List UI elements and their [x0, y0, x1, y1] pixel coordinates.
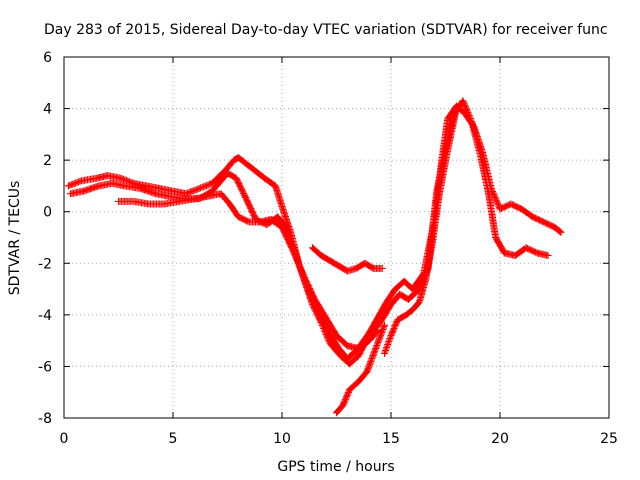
y-tick-label: 2: [43, 153, 52, 169]
x-tick-label: 15: [382, 431, 400, 447]
y-tick-label: -2: [38, 256, 52, 272]
series-track-2: [67, 97, 552, 368]
x-tick-label: 10: [273, 431, 291, 447]
series-markers: [67, 97, 552, 368]
y-axis-label: SDTVAR / TECUs: [7, 181, 23, 296]
chart-title: Day 283 of 2015, Sidereal Day-to-day VTE…: [44, 22, 608, 38]
series-track-4: [309, 244, 386, 275]
series-track-3: [115, 190, 382, 352]
plot-frame: [63, 56, 610, 419]
y-tick-label: 6: [43, 50, 52, 66]
series-markers: [64, 102, 565, 363]
y-tick-label: -8: [38, 411, 52, 427]
x-tick-label: 25: [600, 431, 618, 447]
x-axis-label: GPS time / hours: [277, 459, 394, 475]
y-tick-label: 0: [43, 205, 52, 221]
axis-ticks: 0 5 10 15 20 25 -8 -6 -4 -2 0 2 4 6: [38, 50, 618, 447]
x-tick-label: 20: [491, 431, 509, 447]
x-tick-label: 5: [169, 431, 178, 447]
series-markers: [115, 190, 382, 352]
y-tick-label: -4: [38, 308, 52, 324]
series-track-5: [333, 321, 388, 417]
x-tick-label: 0: [60, 431, 69, 447]
series-markers: [309, 244, 386, 275]
data-marks: [64, 97, 565, 417]
y-tick-label: 4: [43, 102, 52, 118]
series-markers: [381, 105, 460, 357]
series-track-6: [381, 105, 460, 357]
grid: [64, 57, 609, 418]
y-tick-label: -6: [38, 359, 52, 375]
series-track-1: [64, 102, 565, 363]
series-markers: [333, 321, 388, 417]
